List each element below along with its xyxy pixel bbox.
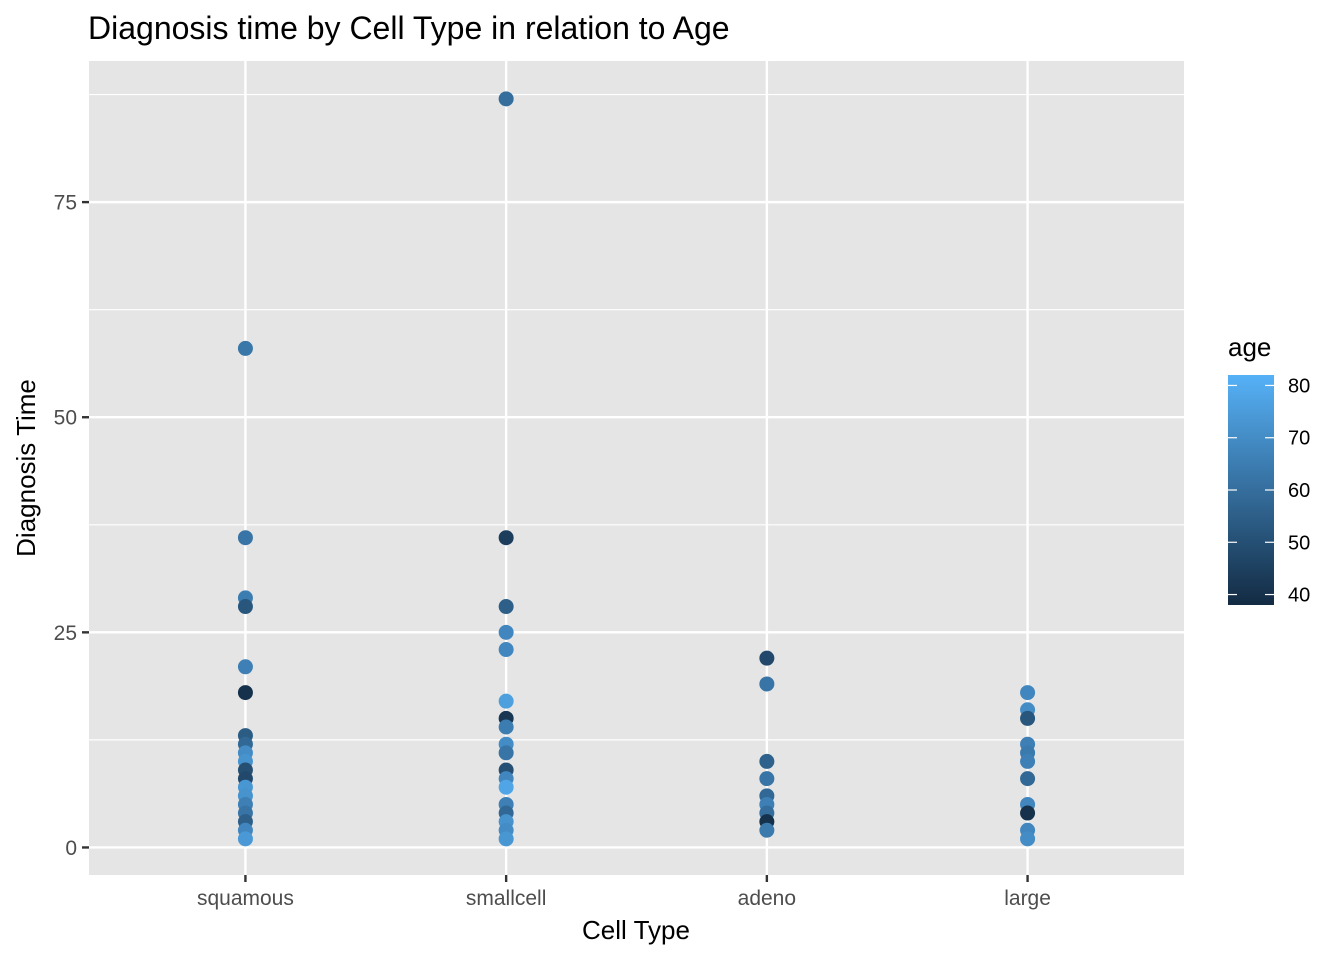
y-tick-label: 50 (54, 407, 77, 430)
y-axis-title: Diagnosis Time (11, 379, 41, 557)
data-point (1020, 831, 1036, 847)
x-tick-label: smallcell (466, 887, 547, 910)
data-point (759, 676, 775, 692)
x-tick-label: adeno (738, 887, 796, 910)
plot-panel (89, 61, 1184, 875)
data-point (237, 659, 253, 675)
data-point (759, 771, 775, 787)
legend-title: age (1228, 332, 1271, 362)
minor-gridlines (89, 93, 1184, 741)
data-point (237, 340, 253, 356)
data-point (498, 745, 514, 761)
y-tick-label: 25 (54, 622, 77, 645)
data-point (1020, 805, 1036, 821)
data-point (498, 530, 514, 546)
data-point (498, 831, 514, 847)
data-point (498, 91, 514, 107)
data-point (498, 599, 514, 615)
data-point (237, 530, 253, 546)
y-tick-label: 0 (65, 837, 77, 860)
x-axis: squamous smallcell adeno large (197, 875, 1051, 910)
x-tick-label: large (1004, 887, 1051, 910)
legend-tick-label: 80 (1288, 375, 1310, 397)
chart-title: Diagnosis time by Cell Type in relation … (88, 10, 730, 46)
y-axis: 0 25 50 75 (54, 192, 89, 860)
data-point (498, 693, 514, 709)
age-legend: age 40 50 60 70 80 (1228, 332, 1310, 607)
x-axis-title: Cell Type (582, 915, 690, 945)
data-point (759, 822, 775, 838)
data-point (1020, 771, 1036, 787)
legend-tick-label: 40 (1288, 585, 1310, 607)
data-point (1020, 685, 1036, 701)
legend-ticks: 40 50 60 70 80 (1228, 375, 1310, 607)
legend-tick-label: 60 (1288, 480, 1310, 502)
data-points (237, 91, 1036, 847)
data-point (498, 624, 514, 640)
y-tick-label: 75 (54, 192, 77, 215)
data-point (237, 685, 253, 701)
data-point (498, 642, 514, 658)
data-point (759, 753, 775, 769)
data-point (498, 719, 514, 735)
data-point (498, 779, 514, 795)
data-point (1020, 710, 1036, 726)
x-tick-label: squamous (197, 887, 294, 910)
data-point (759, 650, 775, 666)
data-point (1020, 753, 1036, 769)
legend-tick-label: 70 (1288, 428, 1310, 450)
data-point (237, 831, 253, 847)
legend-tick-label: 50 (1288, 532, 1310, 554)
data-point (237, 599, 253, 615)
